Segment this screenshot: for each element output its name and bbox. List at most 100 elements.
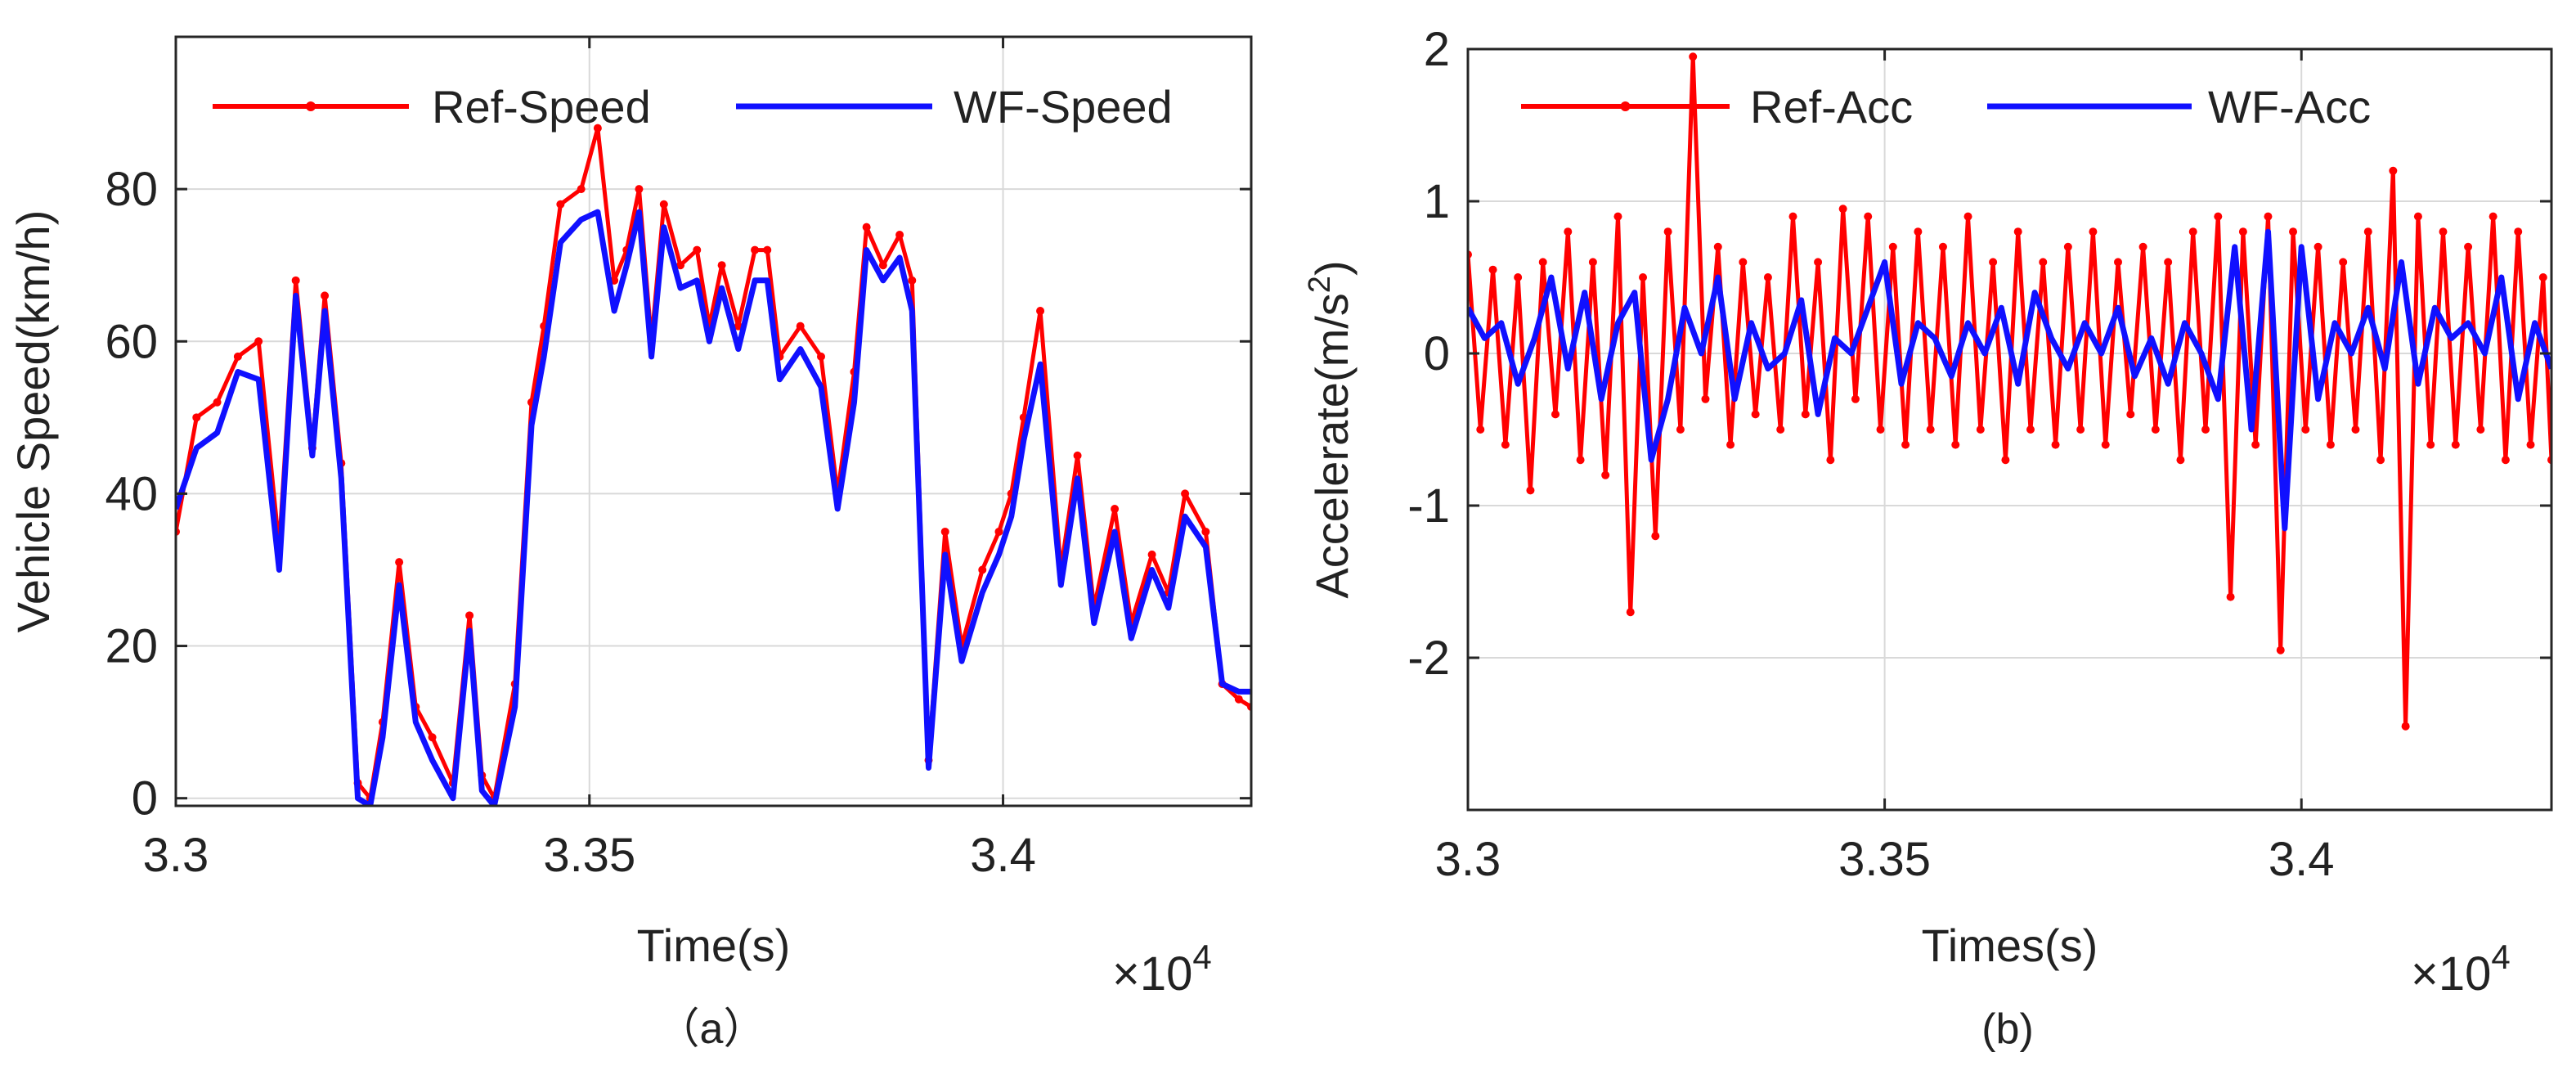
- data-point: [2076, 425, 2085, 434]
- y-tick-label: 0: [1424, 327, 1450, 380]
- data-point: [1588, 258, 1597, 267]
- data-point: [676, 261, 685, 270]
- data-point: [2339, 258, 2348, 267]
- data-point: [1838, 205, 1847, 214]
- data-point: [2089, 227, 2098, 236]
- data-point: [233, 352, 242, 361]
- data-point: [1888, 242, 1897, 251]
- data-point: [1814, 258, 1823, 267]
- data-point: [2289, 227, 2298, 236]
- x-exponent-label: ×104: [2411, 938, 2511, 1001]
- data-point: [908, 276, 917, 285]
- legend-marker: [1620, 101, 1631, 111]
- y-axis-label: Accelerate(m/s2): [1303, 260, 1358, 598]
- legend-label-ref-speed: Ref-Speed: [432, 81, 651, 133]
- y-tick-label: -2: [1407, 632, 1450, 685]
- data-point: [1036, 307, 1045, 316]
- x-exponent-base: ×10: [2411, 947, 2491, 1001]
- x-exponent-label: ×104: [1112, 938, 1212, 1001]
- data-point: [635, 185, 644, 194]
- data-point: [1751, 410, 1760, 419]
- data-point: [693, 245, 702, 254]
- data-point: [1613, 212, 1622, 221]
- y-tick-label: 40: [105, 467, 158, 520]
- data-point: [2214, 212, 2223, 221]
- legend: Ref-Speed WF-Speed: [213, 81, 1173, 133]
- chart-caption: (b): [1981, 1005, 2034, 1053]
- data-point: [2238, 227, 2247, 236]
- series-line-wf-speed: [176, 209, 1251, 806]
- legend: Ref-Acc WF-Acc: [1521, 81, 2371, 133]
- data-point: [1501, 440, 1510, 449]
- data-point: [1564, 227, 1573, 236]
- data-point: [1763, 273, 1772, 281]
- x-tick-label: 3.35: [1838, 833, 1931, 886]
- data-point: [2501, 456, 2510, 465]
- data-point: [1651, 532, 1660, 541]
- x-exponent-power: 4: [1192, 938, 1211, 976]
- data-point: [1663, 227, 1672, 236]
- data-point: [878, 261, 887, 270]
- y-tick-label: 20: [105, 620, 158, 673]
- data-point: [1639, 273, 1648, 281]
- data-point: [2176, 456, 2185, 465]
- data-point: [2526, 440, 2535, 449]
- data-point: [1073, 451, 1082, 460]
- data-point: [428, 733, 437, 742]
- x-tick-label: 3.35: [543, 829, 635, 882]
- data-point: [593, 124, 602, 133]
- legend-label-ref-acc: Ref-Acc: [1750, 81, 1913, 133]
- data-point: [254, 337, 263, 346]
- data-point: [2313, 242, 2322, 251]
- data-point: [2264, 212, 2273, 221]
- data-point: [1676, 425, 1685, 434]
- data-point: [763, 245, 772, 254]
- y-axis-label-text: Accelerate(m/s: [1306, 293, 1358, 598]
- data-point: [2164, 258, 2173, 267]
- data-point: [2188, 227, 2197, 236]
- data-point: [1901, 440, 1910, 449]
- axes-frame: [174, 35, 1253, 807]
- data-point: [1713, 242, 1722, 251]
- data-point: [1851, 394, 1860, 403]
- data-point: [2476, 425, 2485, 434]
- data-point: [1989, 258, 1998, 267]
- series-ref-acc: [1468, 52, 2551, 731]
- data-point: [2251, 440, 2260, 449]
- data-point: [1826, 456, 1835, 465]
- legend-label-wf-acc: WF-Acc: [2208, 81, 2371, 133]
- data-point: [2413, 212, 2422, 221]
- x-axis-label: Time(s): [637, 920, 791, 971]
- data-point: [994, 527, 1003, 536]
- data-point: [2363, 227, 2372, 236]
- series-line-ref-acc: [1468, 54, 2551, 729]
- data-point: [1538, 258, 1547, 267]
- data-point: [734, 322, 743, 331]
- data-point: [192, 413, 201, 422]
- data-point: [1234, 695, 1243, 704]
- data-point: [1788, 212, 1797, 221]
- data-point: [2226, 592, 2235, 601]
- data-point: [465, 611, 474, 620]
- data-point: [659, 200, 668, 209]
- data-point: [2439, 227, 2448, 236]
- data-point: [1876, 425, 1885, 434]
- data-point: [1551, 410, 1560, 419]
- data-point: [1701, 394, 1710, 403]
- axes-frame: [1466, 47, 2553, 812]
- data-point: [2514, 227, 2523, 236]
- series-ref-speed: [176, 124, 1251, 803]
- y-axis-label-text: Vehicle Speed(km/h): [7, 210, 59, 633]
- y-axis-label-superscript: 2: [1303, 276, 1337, 293]
- data-point: [2013, 227, 2022, 236]
- data-point: [2151, 425, 2160, 434]
- data-point: [1111, 505, 1120, 514]
- data-point: [817, 352, 825, 361]
- data-point: [978, 565, 987, 574]
- data-point: [1864, 212, 1873, 221]
- data-point: [2026, 425, 2035, 434]
- legend-label-wf-speed: WF-Speed: [954, 81, 1173, 133]
- x-axis-label: Times(s): [1922, 920, 2098, 971]
- data-point: [556, 200, 565, 209]
- data-point: [862, 223, 871, 232]
